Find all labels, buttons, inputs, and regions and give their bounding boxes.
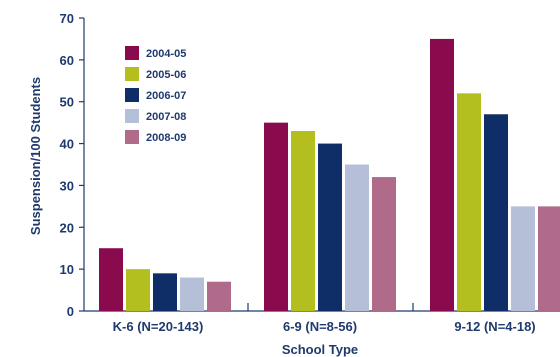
y-tick-label: 30 — [60, 178, 74, 193]
bar — [457, 93, 481, 311]
bar — [207, 281, 231, 311]
category-label: 9-12 (N=4-18) — [454, 319, 535, 334]
category-label: K-6 (N=20-143) — [113, 319, 204, 334]
y-tick-label: 70 — [60, 11, 74, 26]
bar — [484, 114, 508, 312]
legend: 2004-05 2005-06 2006-07 2007-08 2008-09 — [125, 46, 186, 144]
legend-label: 2005-06 — [146, 69, 186, 81]
bar — [291, 131, 315, 311]
legend-swatch — [125, 67, 139, 81]
bar — [318, 143, 342, 311]
legend-swatch — [125, 109, 139, 123]
category-labels: K-6 (N=20-143) 6-9 (N=8-56) 9-12 (N=4-18) — [113, 319, 536, 334]
bar — [264, 122, 288, 312]
y-tick-label: 20 — [60, 220, 74, 235]
bar — [153, 273, 177, 311]
legend-swatch — [125, 130, 139, 144]
category-label: 6-9 (N=8-56) — [283, 319, 357, 334]
y-tick-label: 10 — [60, 262, 74, 277]
bar — [372, 177, 396, 311]
y-axis: 0 10 20 30 40 50 60 70 — [60, 11, 85, 319]
legend-swatch — [125, 88, 139, 102]
bar — [511, 206, 535, 311]
y-tick-label: 60 — [60, 53, 74, 68]
legend-label: 2006-07 — [146, 90, 186, 102]
bar — [538, 206, 560, 311]
legend-label: 2004-05 — [146, 48, 186, 60]
bar — [430, 38, 454, 312]
bar — [126, 269, 150, 311]
legend-swatch — [125, 46, 139, 60]
y-axis-title: Suspension/100 Students — [28, 77, 43, 235]
bar — [345, 164, 369, 311]
bar — [180, 277, 204, 311]
y-tick-label: 40 — [60, 137, 74, 152]
bar — [99, 248, 123, 311]
y-tick-label: 50 — [60, 95, 74, 110]
legend-label: 2007-08 — [146, 111, 186, 123]
x-axis-title: School Type — [282, 342, 358, 357]
y-tick-label: 0 — [67, 304, 74, 319]
legend-label: 2008-09 — [146, 132, 186, 144]
bars — [99, 38, 560, 312]
